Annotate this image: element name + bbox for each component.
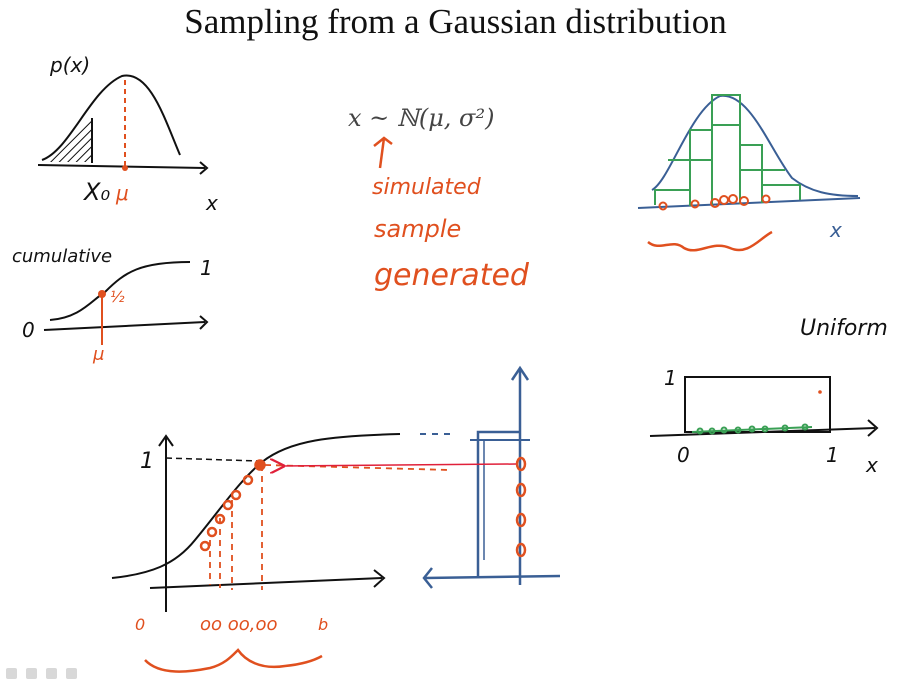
note-generated: generated [374, 258, 529, 293]
cumulative-zero-label: 0 [22, 318, 35, 342]
cdf-mu-label: μ [92, 344, 104, 365]
big-cdf-curve [111, 433, 401, 579]
mapping-arrow [282, 464, 517, 466]
hist-x-label: x [829, 218, 842, 242]
x-label: x [205, 191, 218, 215]
hist-axis [637, 197, 861, 209]
uniform-one-label: 1 [664, 366, 677, 390]
big-x-axis [149, 577, 383, 589]
pen-tool-icon[interactable] [6, 668, 17, 679]
uniform-x-label: x [865, 453, 878, 477]
pdf-x-axis [37, 164, 206, 169]
pointer-arrow [373, 136, 393, 169]
rotated-uniform-sketch [282, 365, 561, 589]
big-one-label: 1 [140, 449, 154, 474]
big-cdf-sketch: 1 0 oo oo,oo b [111, 433, 455, 673]
uniform-x-one-label: 1 [826, 443, 839, 467]
mu-label: μ [115, 181, 129, 205]
bottom-brace [144, 648, 323, 673]
cdf-sample-points [199, 459, 266, 552]
presentation-toolbar [6, 668, 77, 679]
histogram-sketch: x [637, 94, 861, 252]
vertical-sample-points [515, 456, 527, 558]
uniform-sketch: Uniform 1 0 1 x [649, 316, 888, 477]
menu-tool-icon[interactable] [46, 668, 57, 679]
uniform-label: Uniform [800, 316, 888, 341]
page-title: Sampling from a Gaussian distribution [184, 2, 727, 41]
x0-label: X₀ [82, 178, 110, 206]
gaussian-curve [651, 94, 859, 197]
pointer-tool-icon[interactable] [26, 668, 37, 679]
blue-horizontal-axis [424, 574, 561, 580]
note-simulated: simulated [372, 175, 481, 200]
blue-uniform-box [476, 430, 520, 578]
cumulative-sketch: cumulative 1 0 ½ μ [12, 246, 213, 365]
note-sample: sample [374, 215, 462, 243]
histogram-bars [654, 94, 801, 206]
cumulative-label: cumulative [12, 246, 112, 267]
cumulative-one-label: 1 [200, 256, 213, 280]
pdf-sketch: p(x) X₀ μ x [37, 53, 218, 215]
sample-points [658, 194, 771, 211]
uniform-box [684, 376, 831, 433]
px-label: p(x) [49, 53, 90, 77]
cdf-x-axis [43, 321, 206, 331]
half-label: ½ [110, 288, 125, 306]
pdf-tail-shading [46, 118, 92, 162]
big-zero-label: 0 [135, 615, 145, 634]
sample-brace [647, 230, 773, 252]
uniform-zero-label: 0 [677, 443, 690, 467]
big-samples-label: oo oo,oo [200, 614, 278, 635]
projection-lines [209, 464, 451, 590]
gaussian-formula: x ~ ℕ(μ, σ²) [348, 104, 495, 132]
big-end-label: b [318, 615, 328, 634]
next-tool-icon[interactable] [66, 668, 77, 679]
pdf-curve [41, 74, 181, 161]
uniform-x-axis [649, 427, 876, 437]
uniform-samples [691, 423, 813, 435]
